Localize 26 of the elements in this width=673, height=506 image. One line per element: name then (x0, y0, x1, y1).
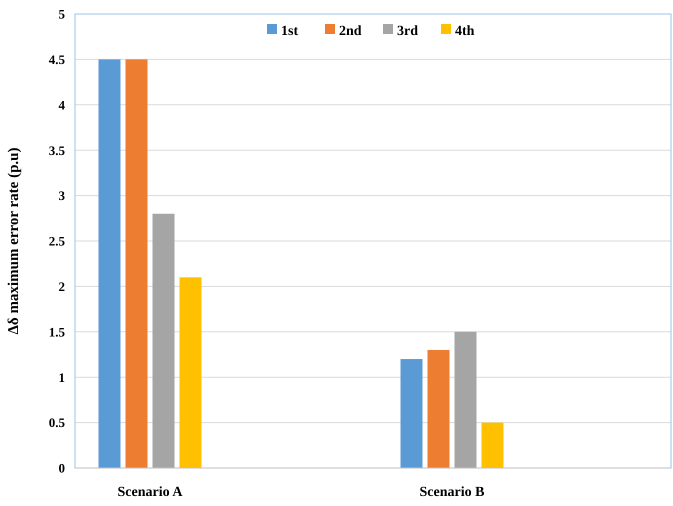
bar (152, 214, 174, 468)
y-tick-label: 1.5 (48, 324, 66, 340)
y-tick-label: 3.5 (48, 142, 66, 158)
y-tick-label: 2.5 (48, 234, 66, 249)
y-tick-label: 0.5 (48, 415, 66, 430)
y-tick-label: 2 (58, 278, 65, 294)
y-tick-label: 1 (58, 370, 65, 385)
y-tick-label: 4.5 (48, 52, 66, 67)
bar (428, 350, 450, 468)
y-tick-label: 4 (58, 97, 66, 112)
y-tick-label: 0 (58, 460, 65, 476)
legend-label: 4th (455, 24, 475, 39)
y-tick-label: 5 (58, 6, 66, 22)
legend-label: 3rd (397, 24, 418, 39)
legend-label: 2nd (339, 24, 362, 39)
y-axis-title: Δδ maximum error rate (p.u) (6, 147, 22, 335)
y-tick-label: 3 (58, 188, 66, 204)
bar (454, 332, 476, 468)
bar (482, 422, 504, 468)
bar (98, 59, 120, 468)
bar (180, 277, 202, 468)
bar (400, 359, 422, 468)
x-tick-label: Scenario A (118, 485, 184, 500)
bar (126, 59, 148, 468)
x-tick-label: Scenario B (420, 485, 484, 500)
legend-label: 1st (281, 24, 298, 39)
